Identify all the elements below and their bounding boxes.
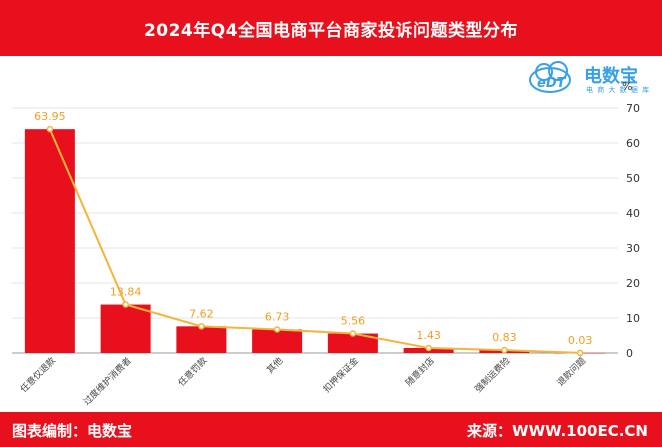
- line-point: [501, 346, 508, 354]
- x-tick-label: 扣押保证金: [321, 355, 361, 395]
- bar: [252, 329, 303, 353]
- x-tick-label: 强制运费险: [472, 355, 512, 395]
- trend-line: [48, 128, 581, 354]
- line-point: [46, 125, 54, 133]
- data-label: 7.62: [189, 307, 214, 320]
- y-tick-label: 0: [626, 347, 633, 360]
- y-tick-label: 10: [626, 312, 640, 325]
- data-label: 5.56: [341, 315, 366, 328]
- data-label: 13.84: [110, 286, 142, 299]
- x-tick-label: 任意仅退款: [18, 355, 58, 395]
- footer-bar: 图表编制：电数宝 来源：WWW.100EC.CN: [0, 412, 662, 447]
- line-point: [273, 326, 281, 333]
- line-point: [576, 349, 584, 357]
- header-bar: 2024年Q4全国电商平台商家投诉问题类型分布: [0, 0, 662, 56]
- y-axis-unit: %: [622, 80, 633, 93]
- cloud-logo-icon: eDT: [529, 61, 571, 93]
- data-label: 6.73: [265, 310, 290, 323]
- chart-title: 2024年Q4全国电商平台商家投诉问题类型分布: [143, 20, 519, 41]
- logo-subtitle: 电 商 大 数 据 库: [586, 86, 651, 94]
- footer-credit: 图表编制：电数宝: [12, 422, 133, 440]
- line-point: [349, 330, 357, 337]
- bar: [24, 129, 75, 353]
- bar: [176, 326, 227, 353]
- x-tick-label: 其他: [264, 355, 285, 376]
- y-tick-label: 50: [626, 172, 640, 185]
- svg-text:eDT: eDT: [537, 76, 567, 91]
- x-tick-label: 任意罚款: [176, 355, 210, 389]
- x-tick-label: 退款问题: [554, 355, 588, 389]
- line-point: [122, 301, 129, 308]
- footer-source: 来源：WWW.100EC.CN: [467, 422, 648, 440]
- data-label: 0.03: [568, 334, 593, 347]
- data-label: 63.95: [34, 110, 66, 123]
- x-tick-label: 过度维护消费者: [81, 355, 134, 408]
- y-tick-label: 60: [626, 137, 640, 150]
- data-label: 0.83: [492, 331, 517, 344]
- y-tick-label: 40: [626, 207, 640, 220]
- logo-brand-text: 电数宝: [584, 66, 638, 87]
- y-tick-label: 30: [626, 242, 640, 255]
- y-tick-label: 70: [626, 102, 640, 115]
- data-label: 1.43: [416, 329, 441, 342]
- x-tick-label: 随意封店: [403, 355, 437, 389]
- bar: [327, 333, 378, 353]
- bar: [100, 304, 151, 353]
- y-tick-label: 20: [626, 277, 640, 290]
- bar-chart: 0 10 20 30 40 50 60 70 63.95 13.84 7.62 6.73 5.56 1.4…: [12, 102, 640, 408]
- brand-logo: eDT 电数宝 电 商 大 数 据 库: [528, 60, 656, 96]
- line-point: [425, 344, 432, 352]
- line-point: [198, 323, 205, 330]
